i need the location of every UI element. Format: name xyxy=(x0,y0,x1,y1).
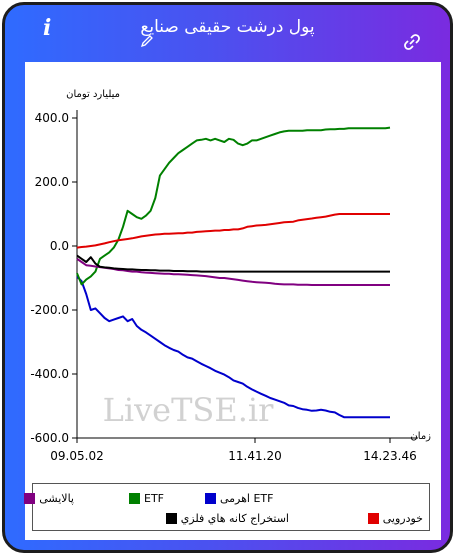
legend-label: ETF xyxy=(144,492,164,505)
series-line xyxy=(76,257,390,286)
widget-title: پول درشت حقيقی صنايع xyxy=(140,17,315,37)
legend-swatch xyxy=(367,513,379,524)
x-tick-label: 11.41.20 xyxy=(228,449,281,463)
chart-panel xyxy=(25,62,441,540)
line-chart: ميليارد تومان زمان LiveTSE.ir 400.0 200.0… xyxy=(30,89,431,463)
legend-item[interactable]: ETF اهرمی xyxy=(205,492,273,505)
legend-label: ETF اهرمی xyxy=(220,492,274,505)
series-line xyxy=(76,254,390,273)
info-icon[interactable]: i xyxy=(43,15,52,41)
link-icon[interactable] xyxy=(402,32,422,52)
series-lines xyxy=(76,126,391,419)
x-tick-label: 09.05.02 xyxy=(50,449,103,463)
legend-swatch xyxy=(129,493,140,504)
title-bar: i پول درشت حقيقی صنايع xyxy=(5,5,450,57)
widget-card: i پول درشت حقيقی صنايع ميليارد تومان زما… xyxy=(2,2,453,553)
y-tick-label: 200.0 xyxy=(35,175,69,189)
legend-swatch xyxy=(165,513,177,524)
y-axis-label: ميليارد تومان xyxy=(66,89,120,100)
y-tick-label: -400.0 xyxy=(30,367,69,381)
pencil-icon[interactable] xyxy=(139,33,155,49)
watermark: LiveTSE.ir xyxy=(103,391,275,429)
legend-swatch xyxy=(24,493,36,504)
legend-swatch xyxy=(205,493,216,504)
legend-item[interactable]: خودرويی xyxy=(367,512,423,525)
legend-label: استخراج كانه هاي فلزي xyxy=(180,512,289,525)
series-line xyxy=(76,126,391,286)
y-tick-label: -200.0 xyxy=(30,303,69,317)
x-tick-label: 14.23.46 xyxy=(363,449,416,463)
legend-label: پالايشی xyxy=(39,492,74,505)
y-tick-label: 0.0 xyxy=(50,239,69,253)
y-tick-label: -600.0 xyxy=(30,431,69,445)
series-line xyxy=(76,275,390,419)
chart-legend: ETF اهرمی ETF پالايشی خودرويی استخراج كا… xyxy=(24,483,430,531)
legend-item[interactable]: ETF xyxy=(129,492,164,505)
series-line xyxy=(76,213,390,249)
axes: 400.0 200.0 0.0 -200.0 -400.0 -600.0 09.05.02 1… xyxy=(30,110,418,463)
legend-item[interactable]: پالايشی xyxy=(24,492,74,505)
y-tick-label: 400.0 xyxy=(35,111,69,125)
legend-label: خودرويی xyxy=(382,512,423,525)
x-axis-label: زمان xyxy=(410,431,431,442)
legend-item[interactable]: استخراج كانه هاي فلزي xyxy=(165,512,289,525)
